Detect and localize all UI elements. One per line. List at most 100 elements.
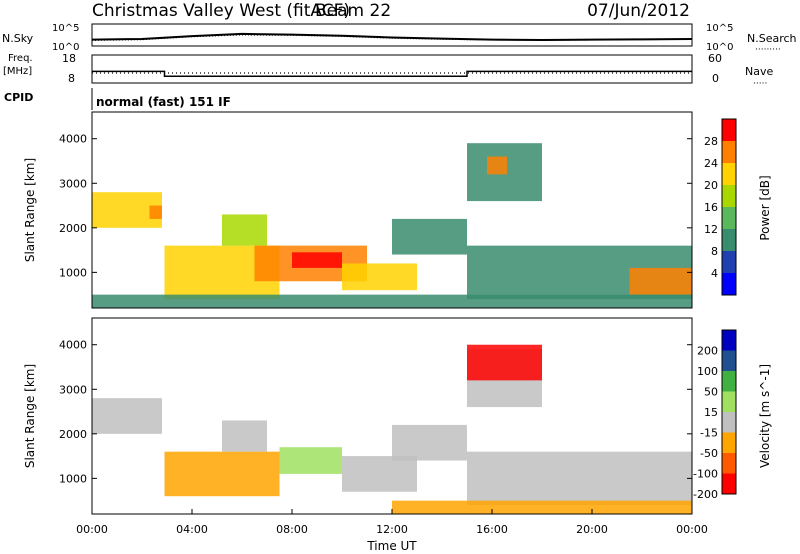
power-region-11 — [629, 267, 692, 295]
nsearch-label: N.Search — [747, 32, 797, 45]
noise-right-tick-bottom: 10^0 — [706, 42, 733, 53]
velocity-region-1 — [164, 451, 280, 497]
power-ytick-label: 2000 — [59, 222, 87, 235]
power-ylabel: Slant Range [km] — [23, 158, 37, 262]
velocity-region-3 — [279, 447, 342, 474]
frequency-strip: Freq. [MHz] 18 8 60 0 Nave ····· — [3, 52, 773, 89]
time-xtick-label: 20:00 — [576, 523, 608, 536]
cpid-strip: CPID normal (fast) 151 IF — [4, 88, 231, 110]
velocity-region-7 — [467, 344, 542, 381]
power-colorbar-tick: 12 — [704, 223, 718, 236]
velocity-colorbar-tick: -15 — [700, 427, 718, 440]
power-colorbar-swatch — [722, 185, 736, 207]
velocity-region-2 — [222, 420, 267, 452]
time-xtick-label: 12:00 — [376, 523, 408, 536]
power-colorbar-swatch — [722, 119, 736, 141]
velocity-colorbar-swatch — [722, 432, 736, 453]
power-colorbar-swatch — [722, 163, 736, 185]
nsearch-series-line — [91, 34, 693, 41]
velocity-colorbar-tick: 200 — [697, 345, 718, 358]
noise-strip: N.Sky N.Search ········· 10^5 10^0 10^5 … — [2, 23, 797, 55]
power-ytick-label: 1000 — [59, 266, 87, 279]
power-colorbar-swatch — [722, 251, 736, 273]
velocity-colorbar-swatch — [722, 473, 736, 494]
power-colorbar-tick: 24 — [704, 157, 718, 170]
freq-left-tick-top: 18 — [62, 52, 76, 65]
time-xtick-label: 04:00 — [176, 523, 208, 536]
velocity-region-4 — [342, 456, 417, 492]
velocity-region-0 — [92, 398, 162, 434]
noise-strip-frame — [91, 23, 693, 47]
velocity-ytick-label: 3000 — [59, 383, 87, 396]
velocity-colorbar-tick: -200 — [693, 488, 718, 501]
velocity-ytick-label: 1000 — [59, 472, 87, 485]
velocity-colorbar: 200 100 50 15 -15 -50 -100 -200 — [693, 329, 737, 501]
velocity-region-5 — [392, 424, 467, 461]
power-colorbar-swatch — [722, 207, 736, 229]
velocity-colorbar-label: Velocity [m s^-1] — [758, 364, 772, 468]
freq-unit-label: [MHz] — [3, 66, 32, 77]
power-colorbar-frame — [721, 118, 737, 296]
freq-left-tick-bottom: 8 — [68, 72, 75, 85]
power-ytick-label: 3000 — [59, 177, 87, 190]
date-label: 07/Jun/2012 — [587, 1, 690, 21]
power-colorbar-swatch — [722, 273, 736, 295]
noise-left-tick-top: 10^5 — [52, 23, 79, 34]
velocity-colorbar-label-text: Velocity [m s^-1] — [758, 364, 772, 468]
power-colorbar-swatch — [722, 141, 736, 163]
nsearch-legend-dots: ········· — [755, 45, 781, 55]
nsky-series-line — [91, 32, 693, 42]
cpid-value: normal (fast) 151 IF — [96, 95, 231, 109]
velocity-colorbar-swatch — [722, 350, 736, 371]
power-colorbar-tick: 16 — [704, 201, 718, 214]
velocity-colorbar-tick: -100 — [693, 468, 718, 481]
power-region-5 — [292, 252, 342, 268]
velocity-ytick-label: 2000 — [59, 428, 87, 441]
power-region-3 — [222, 214, 267, 246]
velocity-region-8 — [467, 451, 692, 506]
velocity-colorbar-tick: 15 — [704, 406, 718, 419]
velocity-colorbar-swatch — [722, 391, 736, 412]
velocity-colorbar-tick: 100 — [697, 365, 718, 378]
time-xtick-label: 16:00 — [476, 523, 508, 536]
velocity-ytick-label: 4000 — [59, 339, 87, 352]
power-colorbar-tick: 8 — [711, 245, 718, 258]
power-colorbar: 4 8 12 16 20 24 28 — [704, 118, 737, 296]
power-colorbar-swatch — [722, 229, 736, 251]
power-heatmap-marks — [92, 143, 692, 308]
frequency-series-line — [92, 70, 692, 77]
velocity-region-9 — [392, 500, 692, 514]
velocity-heatmap-marks — [92, 344, 692, 514]
cpid-label: CPID — [4, 91, 33, 104]
power-panel-frame — [91, 111, 693, 309]
velocity-yticks: 1000 2000 3000 4000 — [59, 339, 692, 485]
velocity-ylabel: Slant Range [km] — [23, 364, 37, 468]
power-region-6 — [342, 263, 417, 291]
power-region-7 — [392, 218, 467, 255]
time-xticks: 00:00 04:00 08:00 12:00 16:00 20:00 00:00 — [76, 509, 708, 536]
velocity-colorbar-tick: -50 — [700, 447, 718, 460]
time-xlabel: Time UT — [366, 539, 417, 553]
time-xtick-label: 00:00 — [676, 523, 708, 536]
time-xtick-label: 08:00 — [276, 523, 308, 536]
power-ytick-label: 4000 — [59, 133, 87, 146]
velocity-colorbar-swatch — [722, 371, 736, 392]
power-colorbar-tick: 20 — [704, 179, 718, 192]
power-colorbar-tick: 4 — [711, 267, 718, 280]
power-yticks: 1000 2000 3000 4000 — [59, 133, 692, 279]
power-panel: Slant Range [km] 1000 2000 3000 4000 4 8 12 16… — [23, 111, 772, 309]
power-colorbar-label: Power [dB] — [758, 175, 772, 240]
frequency-strip-frame — [91, 54, 693, 84]
nave-legend-dots: ····· — [753, 79, 767, 89]
velocity-colorbar-tick: 50 — [704, 386, 718, 399]
time-xtick-label: 00:00 — [76, 523, 108, 536]
velocity-colorbar-swatch — [722, 330, 736, 351]
noise-right-tick-top: 10^5 — [706, 23, 733, 34]
nave-label: Nave — [745, 65, 773, 78]
power-region-9 — [487, 156, 507, 175]
power-region-12 — [92, 294, 692, 308]
plot-title: Christmas Valley West (fitACF) — [92, 1, 350, 21]
velocity-colorbar-swatch — [722, 453, 736, 474]
